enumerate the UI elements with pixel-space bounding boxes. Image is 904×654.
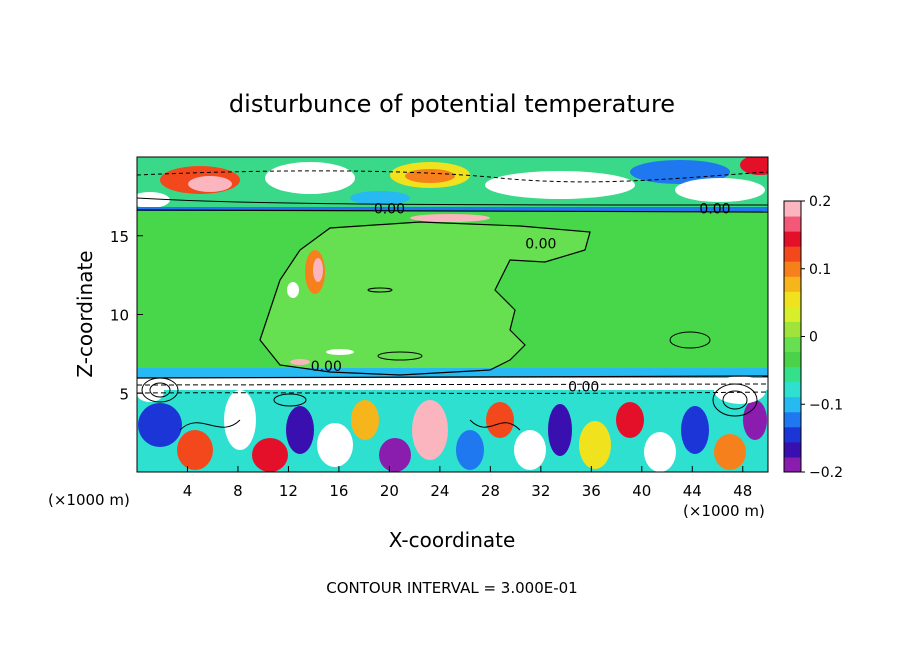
- contour-label: 0.00: [568, 380, 599, 396]
- colorbar-swatch: [784, 231, 801, 247]
- colorbar-swatch: [784, 306, 801, 322]
- x-tick-label: 28: [481, 482, 500, 500]
- contour-interval-note: CONTOUR INTERVAL = 3.000E-01: [326, 579, 577, 597]
- x-tick-label: 12: [279, 482, 298, 500]
- colorbar-swatch: [784, 366, 801, 383]
- y-axis-label: Z-coordinate: [73, 250, 97, 377]
- colorbar-swatch: [784, 441, 801, 458]
- colorbar-tick-label: −0.2: [809, 465, 843, 481]
- colorbar-swatch: [784, 201, 801, 217]
- lower-band-field: [137, 368, 768, 472]
- contour-labels: 0.00 0.00 0.00 0.00 0.00: [311, 202, 731, 396]
- contour-label: 0.00: [699, 202, 730, 218]
- colorbar-swatch: [784, 381, 801, 398]
- colorbar-tick-label: 0.1: [809, 262, 831, 278]
- colorbar-swatch: [784, 351, 801, 368]
- x-unit-right: (×1000 m): [683, 502, 765, 520]
- x-tick-label: 20: [380, 482, 399, 500]
- contour-label: 0.00: [525, 236, 556, 252]
- contour-label: 0.00: [311, 359, 342, 375]
- x-tick-label: 40: [632, 482, 651, 500]
- contour-lines: [137, 170, 768, 431]
- colorbar-swatch: [784, 411, 801, 428]
- x-tick-label: 48: [733, 482, 752, 500]
- colorbar-swatch: [784, 456, 801, 473]
- x-axis: 4 8 12 16 20 24 28 32 36 40 44 48: [183, 466, 752, 500]
- plot-area: 0.00 0.00 0.00 0.00 0.00: [137, 157, 768, 472]
- colorbar-swatch: [784, 261, 801, 277]
- colorbar-tick-label: 0.2: [809, 194, 831, 210]
- x-axis-label: X-coordinate: [389, 528, 516, 552]
- chart-title: disturbunce of potential temperature: [229, 90, 675, 118]
- x-tick-label: 16: [329, 482, 348, 500]
- y-tick-label: 10: [110, 307, 129, 325]
- y-tick-label: 15: [110, 228, 129, 246]
- contour-label: 0.00: [374, 202, 405, 218]
- colorbar-tick-label: 0: [809, 330, 818, 346]
- colorbar-tick-label: −0.1: [809, 397, 843, 413]
- colorbar-swatch: [784, 291, 801, 307]
- colorbar-swatch: [784, 336, 801, 353]
- y-axis: 5 10 15: [110, 228, 143, 403]
- x-tick-label: 8: [233, 482, 243, 500]
- colorbar-swatch: [784, 396, 801, 413]
- colorbar-swatch: [784, 246, 801, 262]
- colorbar-swatch: [784, 426, 801, 443]
- colorbar: 0.2 0.1 0 −0.1 −0.2: [783, 194, 843, 481]
- mid-region-field: [260, 222, 590, 375]
- x-tick-label: 32: [531, 482, 550, 500]
- x-unit-left: (×1000 m): [48, 491, 130, 509]
- colorbar-swatch: [784, 276, 801, 292]
- upper-band-field: [137, 157, 768, 222]
- x-tick-label: 24: [430, 482, 449, 500]
- x-tick-label: 4: [183, 482, 193, 500]
- colorbar-swatch: [784, 216, 801, 232]
- x-tick-label: 36: [582, 482, 601, 500]
- colorbar-swatch: [784, 321, 801, 337]
- y-tick-label: 5: [119, 385, 129, 403]
- x-tick-label: 44: [683, 482, 702, 500]
